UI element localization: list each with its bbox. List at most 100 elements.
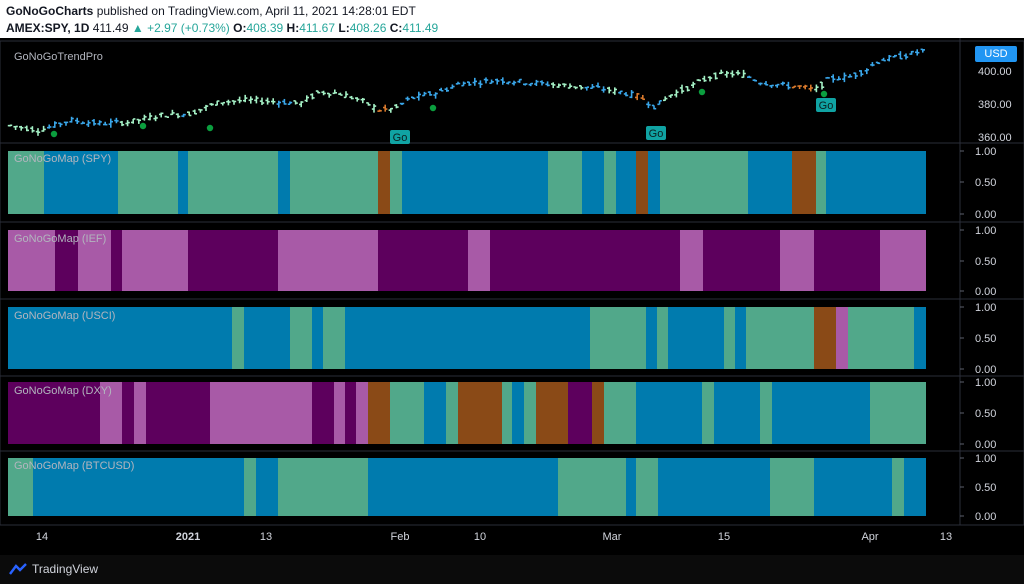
go-label: Go — [646, 126, 666, 140]
map-segment — [592, 382, 604, 444]
gonogo-map-strip — [8, 307, 926, 369]
gonogo-map-strip — [8, 151, 926, 214]
price-bar — [472, 77, 477, 86]
go-signal-dot — [50, 130, 58, 138]
map-segment — [188, 230, 278, 291]
price-bar — [198, 108, 203, 113]
map-segment — [636, 151, 648, 214]
go-signal-dot — [698, 88, 706, 96]
map-axis-tick: 1.00 — [975, 453, 996, 465]
open-value: 408.39 — [246, 21, 284, 35]
price-bar — [75, 117, 80, 124]
price-bar — [730, 70, 735, 78]
price-bar — [506, 81, 511, 85]
price-bar — [315, 90, 321, 94]
price-bar — [259, 97, 265, 106]
price-bar — [411, 96, 416, 100]
map-axis-tick: 0.00 — [975, 364, 996, 376]
map-segment — [290, 151, 378, 214]
price-bar — [377, 109, 382, 112]
price-bar — [763, 81, 769, 86]
price-bar — [539, 80, 545, 86]
price-bar — [394, 104, 399, 109]
map-segment — [668, 307, 724, 369]
time-axis-label: 2021 — [176, 531, 200, 543]
map-segment — [458, 382, 502, 444]
price-bar — [203, 104, 209, 112]
panel-title-usci: GoNoGoMap (USCI) — [14, 310, 116, 322]
map-segment — [880, 230, 926, 291]
price-bar — [175, 113, 181, 119]
price-bar — [125, 120, 130, 127]
tradingview-logo-icon — [9, 563, 27, 575]
price-bar — [366, 102, 371, 106]
price-bar — [153, 115, 158, 122]
open-label: O: — [233, 21, 247, 35]
map-segment — [345, 382, 356, 444]
map-segment — [33, 458, 244, 516]
map-segment — [660, 151, 748, 214]
map-segment — [390, 151, 402, 214]
map-axis-tick: 0.50 — [975, 333, 996, 345]
price-bar — [500, 77, 505, 85]
price-bar — [562, 83, 567, 88]
gonogo-map-strip — [8, 382, 926, 444]
map-segment — [714, 382, 760, 444]
price-bar — [579, 84, 584, 90]
price-axis-tick: 400.00 — [978, 66, 1012, 78]
price-bar — [19, 125, 24, 131]
map-segment — [8, 307, 232, 369]
price-bar — [265, 97, 270, 105]
map-segment — [780, 230, 814, 291]
map-segment — [368, 382, 390, 444]
panel-title-btcusd: GoNoGoMap (BTCUSD) — [14, 460, 135, 472]
price-bar — [483, 77, 489, 84]
chart-area[interactable]: Go GoGo400.00380.00360.001.000.500.001.00… — [0, 38, 1024, 555]
price-bar — [640, 94, 645, 101]
go-label-box — [646, 126, 666, 140]
map-segment — [44, 151, 118, 214]
map-segment — [816, 151, 826, 214]
price-bar — [450, 84, 455, 89]
price-bar — [119, 120, 125, 127]
map-segment — [502, 382, 512, 444]
map-segment — [78, 230, 111, 291]
tradingview-brand[interactable]: TradingView — [32, 562, 99, 576]
map-segment — [582, 151, 604, 214]
price-bar — [567, 83, 573, 89]
map-segment — [323, 307, 345, 369]
publication-header: GoNoGoCharts published on TradingView.co… — [0, 0, 1024, 38]
price-axis-tick: 380.00 — [978, 99, 1012, 111]
price-bar — [707, 76, 713, 82]
price-bar — [629, 90, 634, 99]
map-segment — [146, 382, 210, 444]
price-bar — [853, 72, 858, 79]
map-segment — [536, 382, 568, 444]
map-segment — [122, 230, 188, 291]
map-axis-tick: 0.50 — [975, 177, 996, 189]
price-bar — [467, 81, 472, 86]
map-segment — [490, 230, 680, 291]
panel-title-ief: GoNoGoMap (IEF) — [14, 233, 107, 245]
price-bar — [332, 89, 337, 95]
price-bar — [808, 84, 813, 92]
price-bar — [220, 101, 225, 106]
price-bar — [80, 121, 85, 125]
map-segment — [892, 458, 904, 516]
symbol-name[interactable]: AMEX:SPY, 1D — [6, 21, 90, 35]
currency-badge[interactable]: USD — [975, 46, 1017, 62]
price-bar — [58, 122, 63, 128]
price-bar — [786, 81, 791, 90]
author-name[interactable]: GoNoGoCharts — [6, 4, 94, 18]
high-label: H: — [286, 21, 300, 35]
map-segment — [390, 382, 424, 444]
map-segment — [8, 382, 100, 444]
symbol-line: AMEX:SPY, 1D 411.49 ▲ +2.97 (+0.73%) O:4… — [6, 21, 438, 35]
map-segment — [378, 230, 468, 291]
price-axis-tick: 360.00 — [978, 132, 1012, 144]
price-bar — [769, 84, 774, 89]
map-segment — [604, 382, 636, 444]
price-bar — [724, 70, 729, 78]
time-axis-label: 13 — [940, 531, 952, 543]
price-bar — [489, 79, 494, 85]
